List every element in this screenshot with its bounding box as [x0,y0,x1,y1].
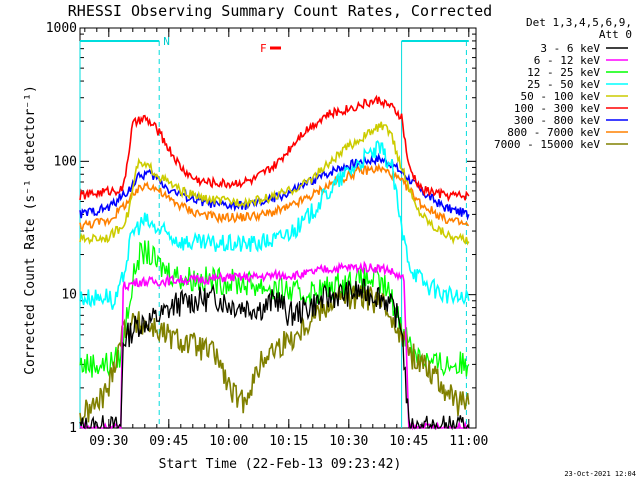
legend-label: 50 - 100 keV [521,90,601,103]
x-tick-label: 09:30 [89,434,128,449]
series-line [79,94,470,203]
legend-label: 6 - 12 keV [534,54,601,67]
series-line [79,284,470,425]
flare-label: F [260,42,267,55]
legend-label: 800 - 7000 keV [507,126,600,139]
legend-label: 3 - 6 keV [540,42,600,55]
x-tick-label: 11:00 [449,434,488,449]
series-line [79,278,470,431]
x-axis-label: Start Time (22-Feb-13 09:23:42) [159,457,402,472]
legend-header-detectors: Det 1,3,4,5,6,9, [526,16,632,29]
y-axis-label: Corrected Count Rate (s⁻¹ detector⁻¹) [23,85,38,375]
legend-label: 25 - 50 keV [527,78,600,91]
y-tick-label: 1000 [46,21,77,36]
series-line [79,121,470,246]
legend-label: 12 - 25 keV [527,66,600,79]
legend-header-attenuator: Att 0 [599,28,632,41]
series-line [79,162,470,231]
x-tick-label: 10:15 [269,434,308,449]
footer-timestamp: 23-Oct-2021 12:04 [564,470,636,478]
x-tick-label: 10:45 [389,434,428,449]
legend-label: 100 - 300 keV [514,102,600,115]
series-line [79,260,469,431]
night-label: N [163,35,170,48]
series-line [79,240,470,378]
x-tick-label: 10:00 [209,434,248,449]
y-tick-label: 10 [61,288,77,303]
y-tick-label: 100 [54,154,77,169]
y-tick-label: 1 [69,421,77,436]
chart-title: RHESSI Observing Summary Count Rates, Co… [68,2,492,20]
x-tick-label: 10:30 [329,434,368,449]
x-tick-label: 09:45 [149,434,188,449]
legend-label: 300 - 800 keV [514,114,600,127]
series-line [79,140,470,310]
legend-label: 7000 - 15000 keV [494,138,600,151]
